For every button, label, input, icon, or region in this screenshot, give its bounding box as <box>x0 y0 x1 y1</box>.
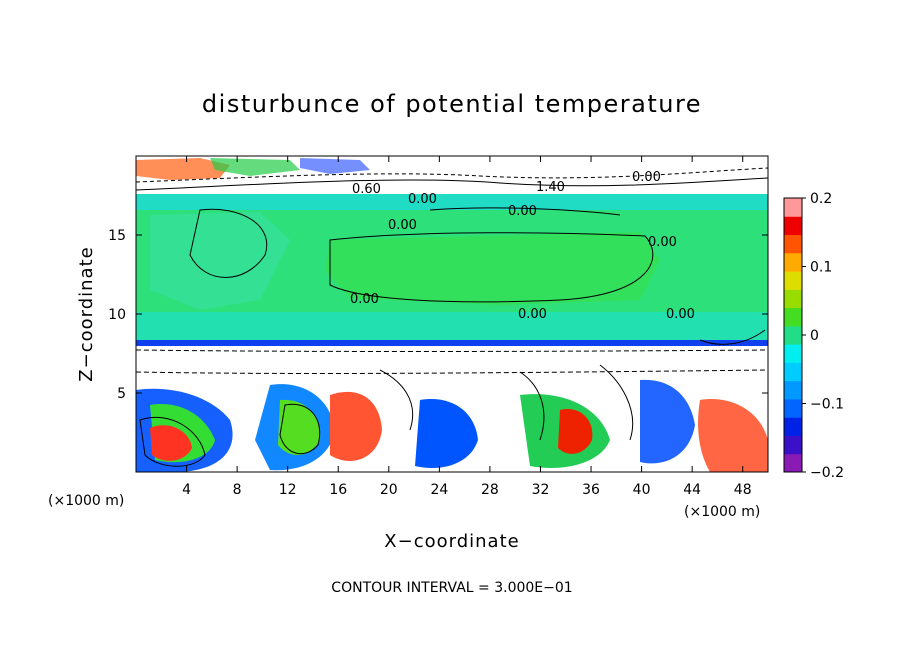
x-tick-label: 4 <box>182 482 191 498</box>
x-tick-label: 24 <box>430 482 448 498</box>
x-tick-label: 8 <box>233 482 242 498</box>
lower-layer-green-plume-2 <box>278 399 321 456</box>
contour-interval-note: CONTOUR INTERVAL = 3.000E−01 <box>331 580 572 596</box>
stable-layer-bottom-band <box>136 312 768 344</box>
upper-layer-green-patch <box>210 158 300 176</box>
x-tick-label: 40 <box>633 482 651 498</box>
contour-line <box>139 416 206 467</box>
contour-label: 0.00 <box>350 292 379 307</box>
y-tick-label: 5 <box>117 386 126 402</box>
contour-line <box>189 208 268 278</box>
contour-line <box>136 349 768 352</box>
colorbar-swatch <box>784 435 802 455</box>
colorbar-tick-label: 0.2 <box>810 191 832 207</box>
colorbar-swatch <box>784 344 802 363</box>
x-tick-label: 32 <box>532 482 550 498</box>
colorbar-swatch <box>784 362 802 382</box>
colorbar-swatch <box>784 198 802 217</box>
y-axis-title: Z−coordinate <box>76 246 97 381</box>
contour-label: 0.00 <box>518 307 547 322</box>
contour-label: 0.60 <box>352 182 381 197</box>
colorbar-tick-label: −0.1 <box>810 397 844 413</box>
contour-lines <box>136 167 768 467</box>
colorbar-swatch <box>784 325 802 345</box>
colorbar <box>783 197 803 473</box>
y-tick-label: 10 <box>108 307 126 323</box>
x-tick-label: 48 <box>734 482 752 498</box>
upper-layer-blue-patch <box>300 158 370 174</box>
stable-layer-top-band <box>136 194 768 210</box>
contour-line <box>379 369 414 431</box>
colorbar-swatch <box>784 417 802 436</box>
colorbar-swatch <box>784 252 802 272</box>
x-axis: 4 8 12 16 20 24 28 32 36 40 44 48 <box>182 156 752 498</box>
colorbar-swatch <box>784 234 802 254</box>
lower-layer-warm-plume-2 <box>330 391 382 462</box>
contour-label: 0.00 <box>408 192 437 207</box>
lower-layer-blue-plume-3 <box>415 399 478 469</box>
lower-layer-warm-plume-3 <box>558 409 593 454</box>
colorbar-swatch <box>784 380 802 400</box>
contour-line <box>136 369 768 374</box>
contour-labels: 0.60 0.00 0.00 0.00 1.40 0.00 0.00 0.00 … <box>350 170 695 322</box>
chart-title: disturbunce of potential temperature <box>202 90 702 118</box>
contour-label: 1.40 <box>536 180 565 195</box>
contour-line <box>136 167 768 183</box>
contour-label: 0.00 <box>648 235 677 250</box>
lower-layer-warm-plume-1 <box>150 425 192 461</box>
colorbar-swatch <box>784 216 802 236</box>
colorbar-tick-label: 0.1 <box>810 260 832 276</box>
colorbar-swatch <box>784 307 802 327</box>
colorbar-tick-label: 0 <box>810 328 819 344</box>
contour-label: 0.00 <box>666 307 695 322</box>
x-tick-label: 36 <box>582 482 600 498</box>
colorbar-swatch <box>784 398 802 418</box>
x-tick-label: 12 <box>279 482 297 498</box>
contour-line <box>136 177 768 191</box>
contour-line <box>699 329 766 345</box>
contour-line <box>279 403 321 455</box>
contour-label: 0.00 <box>632 170 661 185</box>
x-tick-label: 20 <box>380 482 398 498</box>
contour-line <box>329 232 654 303</box>
colorbar-swatch <box>784 289 802 309</box>
contour-line <box>429 207 621 216</box>
x-tick-label: 44 <box>683 482 701 498</box>
contour-line <box>519 371 545 441</box>
x-tick-label: 16 <box>329 482 347 498</box>
colorbar-swatch <box>784 271 802 290</box>
stable-layer-inner-green <box>325 232 660 305</box>
stable-layer-cyan-patch <box>150 212 290 310</box>
lower-layer-blue-plume-4 <box>640 379 695 464</box>
contour-label: 0.00 <box>508 204 537 219</box>
plot-area: 0.60 0.00 0.00 0.00 1.40 0.00 0.00 0.00 … <box>136 156 768 472</box>
y-axis: 5 10 15 <box>108 228 768 402</box>
y-tick-label: 15 <box>108 228 126 244</box>
colorbar-swatch <box>784 453 802 473</box>
x-axis-origin-unit: (×1000 m) <box>48 493 124 509</box>
contour-label: 0.00 <box>388 218 417 233</box>
x-axis-end-unit: (×1000 m) <box>684 504 760 520</box>
contour-line <box>599 364 634 441</box>
colorbar-tick-label: −0.2 <box>810 465 844 481</box>
upper-layer-warm-patch <box>136 158 230 180</box>
x-tick-label: 28 <box>481 482 499 498</box>
colorbar-axis: 0.2 0.1 0 −0.1 −0.2 <box>802 191 844 481</box>
stable-layer-dark-edge <box>136 340 768 346</box>
lower-layer-warm-plume-4 <box>698 399 768 472</box>
x-axis-title: X−coordinate <box>384 531 519 552</box>
